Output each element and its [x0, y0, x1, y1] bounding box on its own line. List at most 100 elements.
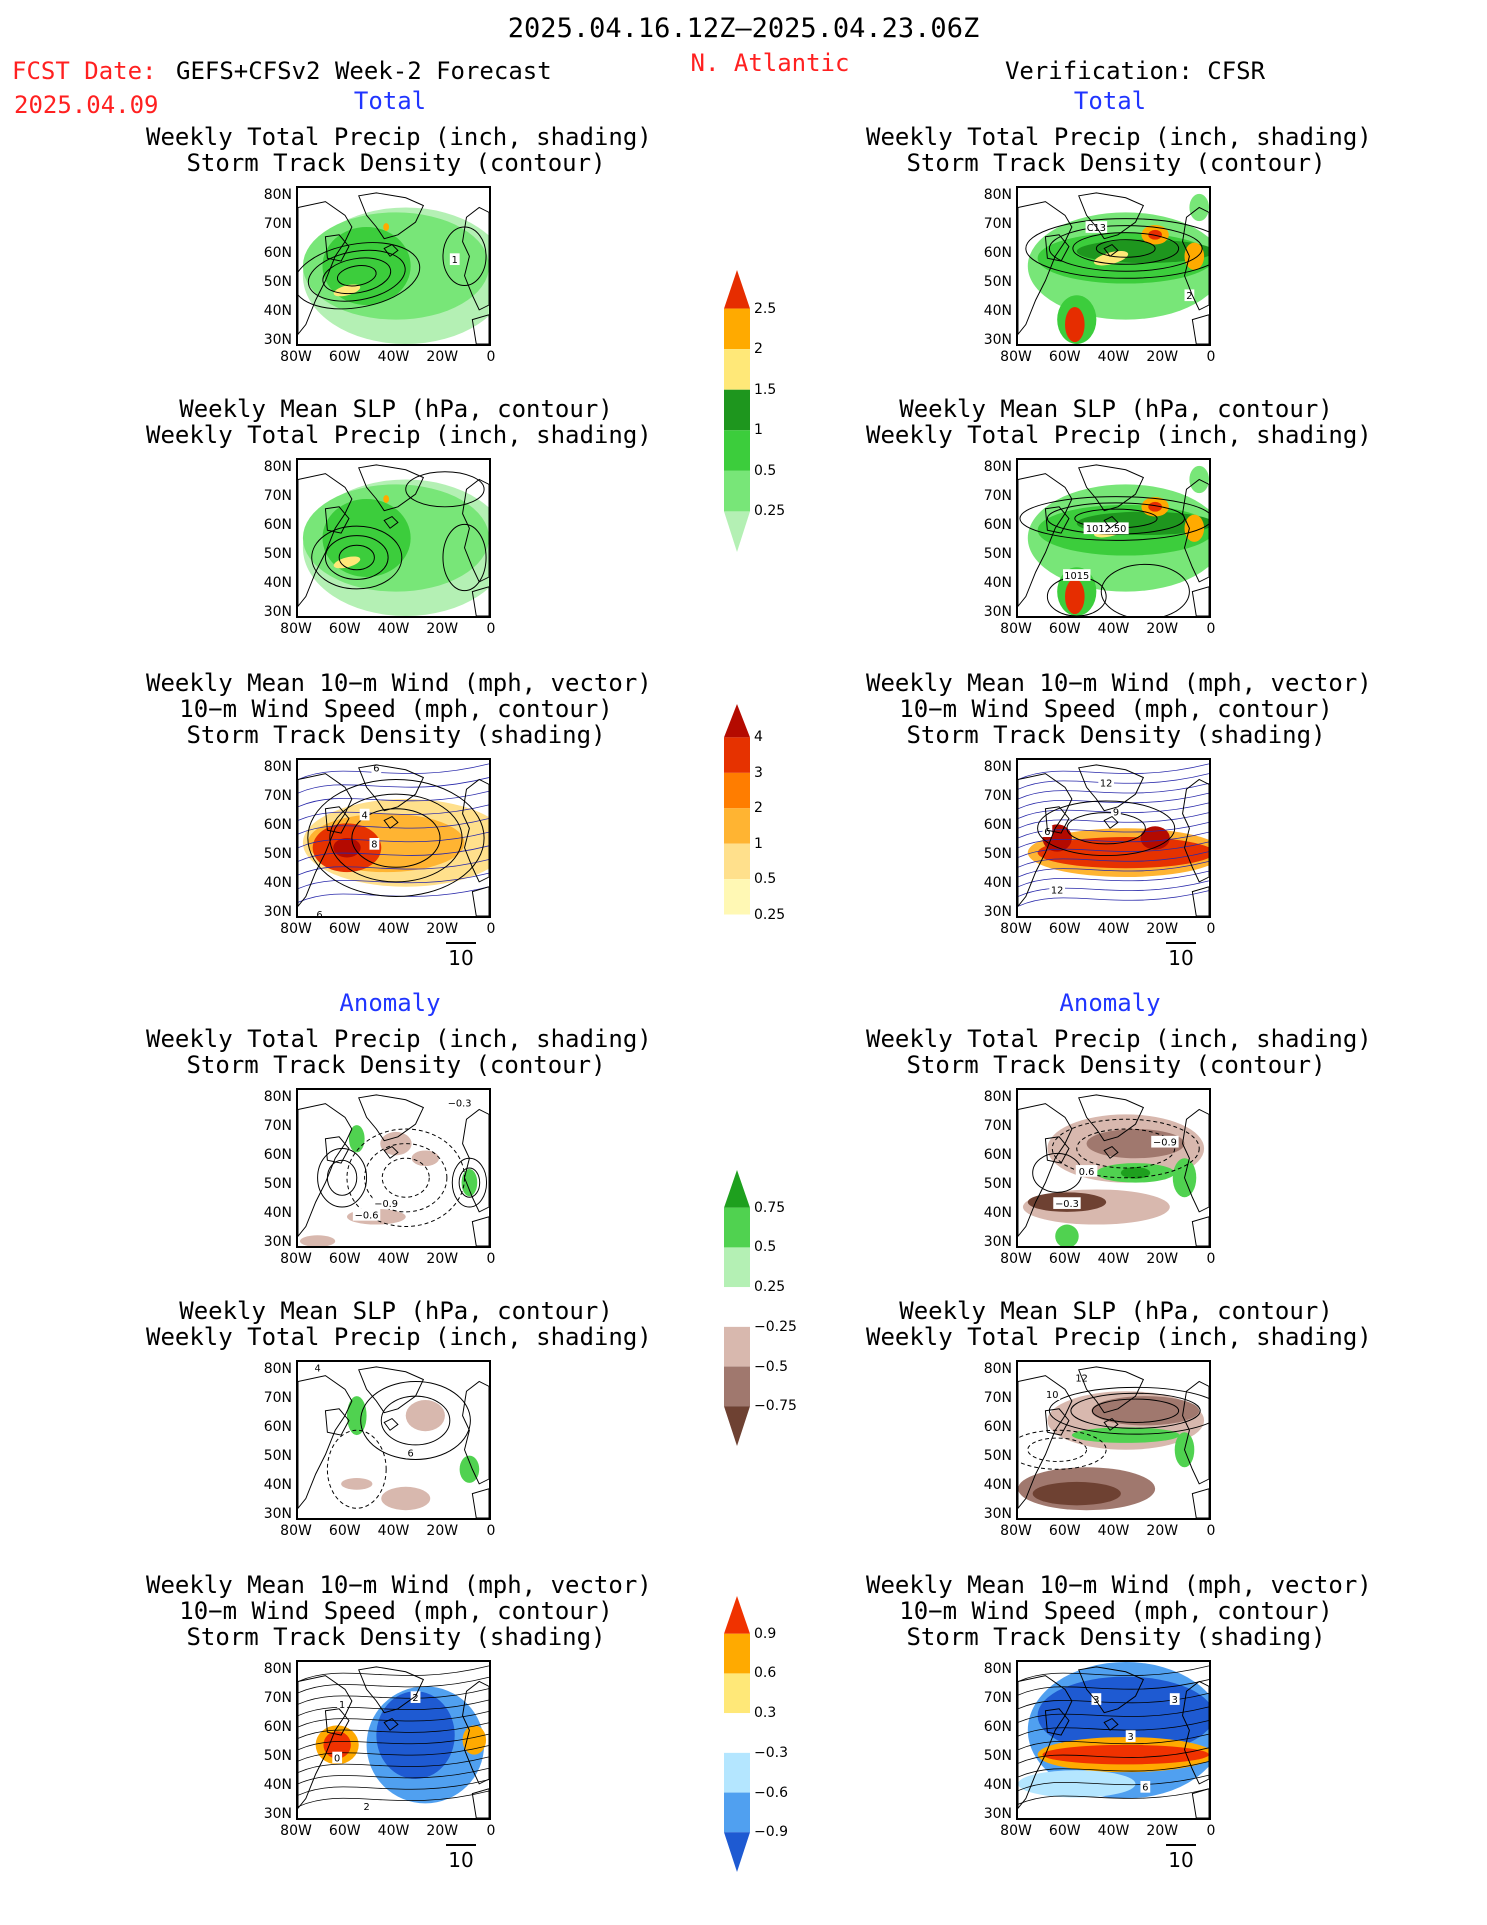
- fcst-total-wind-speed-9: [298, 886, 489, 903]
- colorbar-track-total-label-2: 2: [754, 800, 763, 817]
- colorbar-track-anomaly-label-5: −0.9: [754, 1824, 788, 1841]
- colorbar-precip-anomaly-label-5: −0.75: [754, 1398, 797, 1415]
- fcst-total-slp-lat-70N: 70N: [263, 488, 292, 504]
- colorbar-precip-total-label-1: 2: [754, 341, 763, 358]
- coastline-europe: [1182, 206, 1209, 311]
- fcst-total-slp-shade-spot: [383, 495, 390, 503]
- cfsr-total-wind-speed-9: [1018, 851, 1209, 868]
- cfsr-total-wind-label-1: 12: [1100, 778, 1112, 789]
- colorbar-precip-total-swatch-5: [724, 470, 750, 512]
- coastline-europe: [462, 778, 489, 883]
- fcst-anom-precip-lon-80W: 80W: [280, 1251, 312, 1267]
- cfsr-total-wind-title-2: 10−m Wind Speed (mph, contour): [899, 695, 1333, 723]
- coastline-iceland: [1103, 515, 1119, 529]
- cfsr-anom-wind-speed-1: [1018, 1679, 1209, 1696]
- coastline-greenland: [358, 764, 425, 812]
- fcst-total-wind-wind-2: [307, 779, 485, 897]
- coastline-greenland: [1078, 1094, 1145, 1142]
- fcst-anom-wind-lon-20W: 20W: [426, 1823, 459, 1839]
- cfsr-total-wind-speed-2: [1018, 783, 1209, 800]
- fcst-total-slp-lat-50N: 50N: [263, 546, 292, 562]
- colorbar-precip-total-swatch-0: [724, 270, 750, 309]
- cfsr-total-wind-title-3: Storm Track Density (shading): [906, 721, 1326, 749]
- section-anomaly-left: Anomaly: [339, 989, 441, 1017]
- fcst-total-wind-speed-7: [298, 859, 489, 876]
- coastline-labrador: [1044, 1708, 1070, 1736]
- colorbar-track-anomaly-swatch-6: [724, 1832, 750, 1872]
- fcst-total-wind-wind-1: [329, 793, 463, 883]
- cfsr-anom-slp-lat-80N: 80N: [983, 1361, 1012, 1377]
- cfsr-anom-wind-speed-9: [1018, 1788, 1209, 1805]
- coastline-africa: [471, 886, 489, 916]
- coastline-labrador: [1044, 234, 1070, 262]
- coastline-africa: [471, 1788, 489, 1818]
- coastline-iceland: [1103, 815, 1119, 829]
- coastline-africa: [1191, 886, 1209, 916]
- fcst-anom-slp-lat-80N: 80N: [263, 1361, 292, 1377]
- fcst-anom-precip-neg-1: [364, 1143, 448, 1213]
- fcst-anom-precip-lon-60W: 60W: [328, 1251, 361, 1267]
- cfsr-anom-slp-label-2: 10: [1046, 1390, 1058, 1401]
- cfsr-anom-slp-lon-60W: 60W: [1048, 1523, 1081, 1539]
- colorbar-precip-total-swatch-3: [724, 389, 750, 431]
- fcst-total-wind-lon-80W: 80W: [280, 921, 312, 937]
- fcst-total-precip-shade-spot: [383, 223, 390, 231]
- colorbar-track-anomaly-label-3: −0.3: [754, 1744, 788, 1761]
- fcst-total-wind-lon-40W: 40W: [377, 921, 410, 937]
- fcst-date-label: FCST Date:: [12, 57, 157, 85]
- cfsr-total-precip-label-1: C13: [1087, 223, 1106, 234]
- cfsr-total-slp-label-1: 1012.50: [1086, 524, 1126, 535]
- fcst-anom-slp-lat-40N: 40N: [263, 1477, 292, 1493]
- cfsr-anom-precip-lat-50N: 50N: [983, 1176, 1012, 1192]
- cfsr-total-slp-lat-80N: 80N: [983, 459, 1012, 475]
- colorbar-track-total-swatch-6: [724, 914, 750, 950]
- colorbar-track-anomaly: [724, 1596, 750, 1872]
- fcst-total-wind-speed-8: [298, 872, 489, 890]
- coastline-labrador: [324, 1408, 350, 1436]
- fcst-anom-slp-lat-60N: 60N: [263, 1419, 292, 1435]
- coastline-iceland: [383, 815, 399, 829]
- fcst-total-wind-lon-20W: 20W: [426, 921, 459, 937]
- cfsr-anom-wind-lon-0: 0: [1206, 1823, 1216, 1839]
- cfsr-anom-slp-shade-g1: [1071, 1427, 1180, 1443]
- coastline-iceland: [383, 1145, 399, 1159]
- cfsr-total-precip-lat-70N: 70N: [983, 216, 1012, 232]
- coastline-africa: [471, 586, 489, 616]
- colorbar-precip-total-swatch-1: [724, 308, 750, 350]
- colorbar-precip-total-label-4: 0.5: [754, 462, 777, 479]
- cfsr-anom-precip-neg-0: [1076, 1128, 1176, 1169]
- cfsr-total-precip-lon-20W: 20W: [1146, 349, 1179, 365]
- fcst-anom-slp-shade-b2: [381, 1486, 431, 1511]
- cfsr-total-wind-label-3: 6: [1044, 827, 1050, 838]
- cfsr-anom-slp-pos-1: [1070, 1392, 1201, 1429]
- cfsr-anom-precip-title-1: Weekly Total Precip (inch, shading): [866, 1025, 1372, 1053]
- cfsr-anom-precip-lat-80N: 80N: [983, 1089, 1012, 1105]
- cfsr-anom-slp-title-2: Weekly Total Precip (inch, shading): [866, 1323, 1372, 1351]
- cfsr-total-slp-lon-80W: 80W: [1000, 621, 1032, 637]
- coastline-greenland: [1078, 1366, 1145, 1414]
- fcst-anom-precip-shade-b2: [411, 1150, 440, 1167]
- fcst-total-precip-track-0: [336, 265, 377, 287]
- cfsr-anom-precip-label-1: −0.9: [1153, 1138, 1177, 1149]
- fcst-total-slp-title-1: Weekly Mean SLP (hPa, contour): [179, 395, 613, 423]
- fcst-total-wind-speed-3: [298, 804, 489, 821]
- fcst-anom-precip-title-2: Storm Track Density (contour): [186, 1051, 606, 1079]
- colorbar-precip-total-label-5: 0.25: [754, 503, 786, 520]
- colorbar-precip-total-swatch-2: [724, 349, 750, 390]
- cfsr-total-slp-lat-40N: 40N: [983, 575, 1012, 591]
- cfsr-total-wind-speed-5: [1018, 812, 1209, 829]
- coastline-europe: [1182, 778, 1209, 883]
- cfsr-anom-wind-label-4: 6: [1142, 1783, 1148, 1794]
- fcst-anom-slp-shade-g2: [459, 1455, 480, 1483]
- cfsr-total-precip-label-2: 2: [1186, 291, 1192, 302]
- section-total-right: Total: [1073, 87, 1147, 115]
- fcst-total-slp-lat-80N: 80N: [263, 459, 292, 475]
- cfsr-anom-precip-title-2: Storm Track Density (contour): [906, 1051, 1326, 1079]
- fcst-anom-wind-speed-0: [298, 1665, 489, 1682]
- fcst-total-precip-title-1: Weekly Total Precip (inch, shading): [146, 123, 652, 151]
- cfsr-anom-wind-lon-80W: 80W: [1000, 1823, 1032, 1839]
- cfsr-anom-precip-lon-40W: 40W: [1097, 1251, 1130, 1267]
- fcst-anom-slp-label-1: 6: [408, 1449, 414, 1460]
- fcst-model-label: GEFS+CFSv2 Week-2 Forecast: [176, 57, 552, 85]
